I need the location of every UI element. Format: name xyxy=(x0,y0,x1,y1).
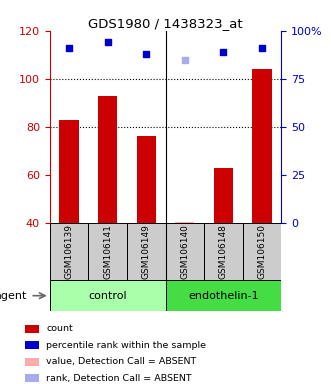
Text: rank, Detection Call = ABSENT: rank, Detection Call = ABSENT xyxy=(46,374,192,382)
Text: agent: agent xyxy=(0,291,26,301)
Text: GSM106139: GSM106139 xyxy=(65,224,73,279)
Text: percentile rank within the sample: percentile rank within the sample xyxy=(46,341,206,350)
Bar xyxy=(25,374,39,382)
Point xyxy=(260,45,265,51)
Bar xyxy=(25,325,39,333)
Point xyxy=(105,39,110,45)
Text: GSM106148: GSM106148 xyxy=(219,224,228,279)
Point xyxy=(221,49,226,55)
Point xyxy=(144,51,149,57)
FancyBboxPatch shape xyxy=(166,223,204,280)
FancyBboxPatch shape xyxy=(243,223,281,280)
Text: value, Detection Call = ABSENT: value, Detection Call = ABSENT xyxy=(46,357,197,366)
FancyBboxPatch shape xyxy=(50,223,88,280)
Title: GDS1980 / 1438323_at: GDS1980 / 1438323_at xyxy=(88,17,243,30)
FancyBboxPatch shape xyxy=(127,223,166,280)
Text: GSM106141: GSM106141 xyxy=(103,224,112,279)
Bar xyxy=(214,167,233,223)
Text: GSM106140: GSM106140 xyxy=(180,224,189,279)
Point xyxy=(66,45,71,51)
Text: control: control xyxy=(88,291,127,301)
FancyBboxPatch shape xyxy=(88,223,127,280)
Bar xyxy=(252,69,272,223)
Bar xyxy=(25,358,39,366)
Bar xyxy=(59,119,78,223)
FancyBboxPatch shape xyxy=(50,280,166,311)
Bar xyxy=(98,96,117,223)
FancyBboxPatch shape xyxy=(204,223,243,280)
Bar xyxy=(136,136,156,223)
Point xyxy=(182,56,187,63)
Text: count: count xyxy=(46,324,73,333)
Bar xyxy=(175,222,194,223)
FancyBboxPatch shape xyxy=(166,280,281,311)
Bar xyxy=(25,341,39,349)
Text: endothelin-1: endothelin-1 xyxy=(188,291,259,301)
Text: GSM106149: GSM106149 xyxy=(142,224,151,279)
Text: GSM106150: GSM106150 xyxy=(258,224,266,279)
